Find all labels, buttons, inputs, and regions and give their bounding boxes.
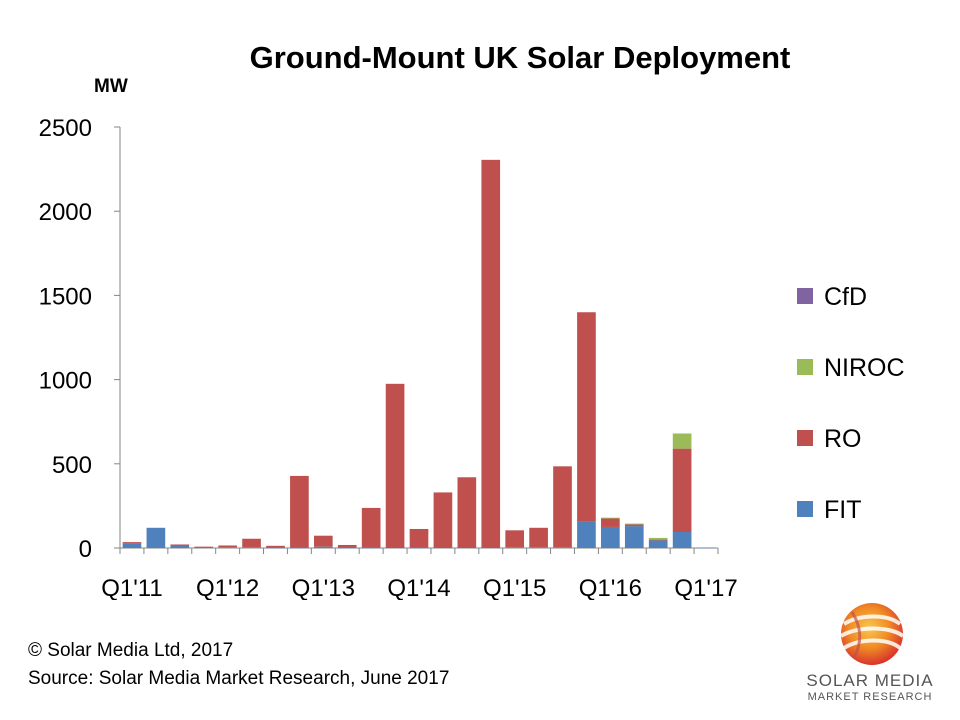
y-tick-label: 1000 bbox=[39, 368, 92, 395]
bar-ro-Q115 bbox=[505, 530, 525, 548]
bar-fit-Q114 bbox=[409, 547, 429, 549]
x-tick-label: Q1'16 bbox=[579, 575, 642, 600]
chart-title: Ground-Mount UK Solar Deployment bbox=[249, 40, 791, 75]
x-tick-label: Q1'14 bbox=[387, 575, 450, 600]
bar-ro-Q415 bbox=[577, 312, 596, 522]
bar-fit-Q116 bbox=[601, 526, 620, 548]
bar-fit-Q115 bbox=[505, 547, 525, 548]
x-tick-label: Q1'13 bbox=[292, 575, 355, 600]
legend-label-fit: FIT bbox=[824, 496, 862, 524]
legend-label-ro: RO bbox=[824, 425, 862, 453]
bar-fit-Q411 bbox=[194, 547, 214, 548]
bar-ro-Q311 bbox=[170, 544, 190, 546]
x-tick-label: Q1'11 bbox=[101, 575, 163, 600]
legend-swatch-ro bbox=[797, 430, 813, 446]
y-axis-unit-label: MW bbox=[94, 76, 128, 97]
bar-ro-Q313 bbox=[361, 507, 381, 548]
bar-fit-Q113 bbox=[313, 546, 333, 548]
solar-media-logo: SOLAR MEDIA MARKET RESEARCH bbox=[800, 598, 940, 710]
bar-ro-Q314 bbox=[457, 477, 477, 548]
bar-ro-Q414 bbox=[481, 159, 501, 548]
bar-niroc-Q216 bbox=[624, 523, 644, 525]
bar-niroc-Q416 bbox=[672, 433, 692, 449]
bar-ro-Q212 bbox=[242, 538, 261, 548]
bar-fit-Q313 bbox=[361, 547, 381, 549]
bar-ro-Q315 bbox=[553, 466, 572, 548]
bar-ro-Q216 bbox=[624, 524, 644, 527]
bar-ro-Q215 bbox=[529, 527, 548, 548]
legend-swatch-fit bbox=[797, 501, 813, 517]
bar-fit-Q211 bbox=[146, 527, 166, 548]
bar-niroc-Q316 bbox=[648, 537, 668, 540]
bar-fit-Q315 bbox=[553, 547, 572, 548]
bar-ro-Q316 bbox=[648, 539, 668, 541]
y-tick-label: 500 bbox=[52, 452, 92, 479]
logo-subtitle: MARKET RESEARCH bbox=[807, 691, 933, 703]
chart-plot: 0 500 1000 1500 2000 2500 Q1'11 Q1'12 Q1'13 Q1'14… bbox=[39, 115, 905, 600]
y-tick-label: 2500 bbox=[39, 115, 92, 142]
chart-axes: 0 500 1000 1500 2000 2500 Q1'11 Q1'12 Q1'13 Q1'14… bbox=[39, 115, 738, 600]
bar-fit-Q212 bbox=[242, 547, 261, 548]
bar-ro-Q412 bbox=[290, 475, 309, 548]
bar-fit-Q316 bbox=[648, 540, 668, 548]
solar-media-globe-icon bbox=[839, 603, 905, 665]
bar-fit-Q415 bbox=[577, 521, 596, 548]
legend-swatch-cfd bbox=[797, 288, 813, 304]
bar-fit-Q412 bbox=[290, 547, 309, 549]
bar-ro-Q411 bbox=[194, 546, 214, 548]
source-text: Source: Solar Media Market Research, Jun… bbox=[28, 668, 450, 689]
bar-ro-Q312 bbox=[266, 545, 285, 548]
legend-label-cfd: CfD bbox=[824, 283, 867, 311]
x-tick-label: Q1'15 bbox=[483, 575, 546, 600]
copyright-text: © Solar Media Ltd, 2017 bbox=[28, 640, 234, 661]
bar-fit-Q216 bbox=[624, 526, 644, 548]
bar-fit-Q215 bbox=[529, 547, 548, 548]
bar-fit-Q213 bbox=[337, 547, 357, 549]
legend-swatch-niroc bbox=[797, 359, 813, 375]
bar-ro-Q112 bbox=[218, 545, 237, 548]
bar-ro-Q114 bbox=[409, 528, 429, 548]
chart-bars bbox=[122, 159, 716, 549]
x-tick-label: Q1'12 bbox=[196, 575, 259, 600]
bar-fit-Q112 bbox=[218, 547, 237, 548]
bar-fit-Q312 bbox=[266, 547, 285, 549]
bar-fit-Q111 bbox=[122, 543, 142, 548]
y-tick-label: 1500 bbox=[39, 283, 92, 310]
bar-ro-Q213 bbox=[337, 544, 357, 548]
bar-ro-Q111 bbox=[122, 542, 142, 544]
bar-fit-Q311 bbox=[170, 544, 190, 548]
bar-ro-Q113 bbox=[313, 535, 333, 547]
bar-fit-Q117 bbox=[696, 547, 716, 549]
y-tick-label: 0 bbox=[79, 536, 92, 563]
bar-ro-Q416 bbox=[672, 448, 692, 533]
bar-ro-Q116 bbox=[601, 518, 620, 527]
legend-label-niroc: NIROC bbox=[824, 354, 905, 382]
bar-niroc-Q116 bbox=[601, 517, 620, 519]
logo-name: SOLAR MEDIA bbox=[806, 671, 934, 690]
bar-fit-Q416 bbox=[672, 532, 692, 548]
x-tick-label: Q1'17 bbox=[674, 575, 737, 600]
bar-ro-Q214 bbox=[433, 492, 453, 548]
y-tick-label: 2000 bbox=[39, 199, 92, 226]
chart-legend: CfD NIROC RO FIT bbox=[797, 283, 905, 524]
bar-ro-Q413 bbox=[385, 383, 405, 548]
